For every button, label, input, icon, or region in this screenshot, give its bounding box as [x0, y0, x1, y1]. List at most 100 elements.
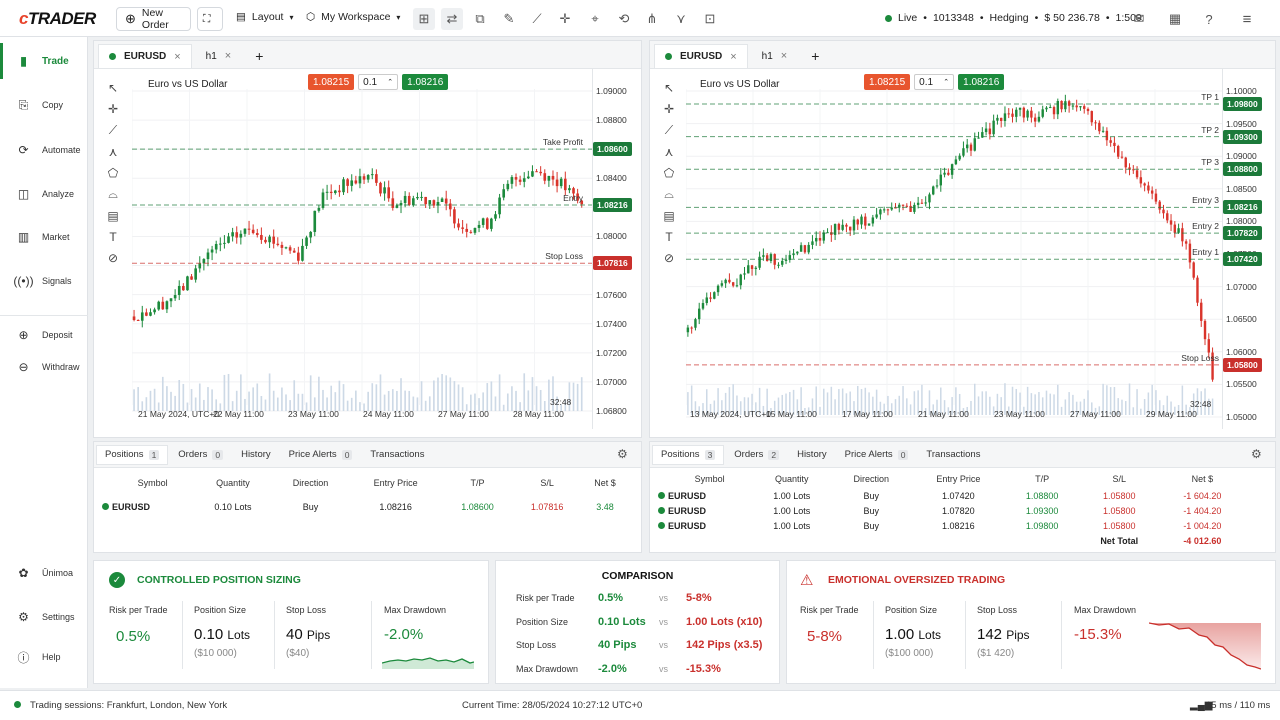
new-order-button[interactable]: ⊕ New Order — [116, 7, 191, 31]
tab-price-alerts[interactable]: Price Alerts 0 — [281, 445, 361, 465]
column-header[interactable]: Quantity — [216, 478, 250, 488]
hide-icon[interactable]: ⊘ — [107, 251, 119, 265]
sidebar-item-withdraw[interactable]: ⊖ Withdraw — [18, 360, 80, 374]
column-header[interactable]: Symbol — [137, 478, 168, 488]
add-tab-button[interactable]: + — [245, 44, 274, 68]
tab-eurusd[interactable]: EURUSD × — [98, 44, 192, 68]
sell-price-button[interactable]: 1.08215 — [864, 74, 911, 90]
volume-bar — [796, 399, 799, 415]
draw-line-icon[interactable]: ⟋ — [532, 11, 542, 26]
sidebar-item-trade[interactable]: ▮ Trade — [0, 43, 88, 79]
calendar-icon[interactable]: ▦ — [1168, 11, 1182, 26]
column-header[interactable]: Entry Price — [936, 474, 981, 484]
trend-icon[interactable]: ⋎ — [676, 11, 686, 26]
notes-icon[interactable]: ▤ — [663, 209, 675, 223]
crosshair-icon[interactable]: ✛ — [559, 11, 571, 26]
quantity-stepper[interactable]: 0.1 ⌃ — [358, 74, 399, 90]
chart-settings-icon[interactable]: ⧉ — [475, 11, 485, 26]
tab-price-alerts[interactable]: Price Alerts 0 — [837, 445, 917, 465]
fork-icon[interactable]: ⋏ — [664, 145, 674, 159]
settings-icon[interactable]: ⚙ — [1251, 447, 1262, 461]
column-header[interactable]: Direction — [292, 478, 329, 488]
tab-transactions[interactable]: Transactions — [926, 449, 981, 460]
sidebar-item-help[interactable]: ⓘ Help — [17, 650, 61, 665]
right-price-chart[interactable] — [686, 89, 1222, 419]
column-header[interactable]: Symbol — [694, 474, 725, 484]
screen-layout-button[interactable]: ⛶ — [197, 7, 223, 31]
trendline-icon[interactable]: ⟋ — [664, 123, 674, 137]
tab-history[interactable]: History — [241, 449, 271, 460]
settings-icon[interactable]: ⚙ — [617, 447, 628, 461]
close-icon[interactable]: × — [730, 50, 737, 63]
tab-history[interactable]: History — [797, 449, 827, 460]
close-icon[interactable]: × — [174, 50, 181, 63]
tab-positions[interactable]: Positions 1 — [96, 444, 169, 465]
tab-eurusd[interactable]: EURUSD × — [654, 44, 748, 68]
tab-h1[interactable]: h1 × — [195, 44, 242, 68]
ctrader-logo[interactable]: cTRADER — [19, 9, 96, 28]
eye-icon[interactable]: ⌓ — [108, 187, 118, 201]
sidebar-item-automate[interactable]: ⟳ Automate — [18, 143, 81, 157]
sidebar-item-settings[interactable]: ⚙ Settings — [18, 610, 75, 624]
sell-price-button[interactable]: 1.08215 — [308, 74, 355, 90]
notes-icon[interactable]: ▤ — [107, 209, 119, 223]
sidebar-item-unimoa[interactable]: ✿ Ūnimoa — [18, 566, 74, 580]
quantity-stepper[interactable]: 0.1 ⌃ — [914, 74, 955, 90]
account-info[interactable]: Live • 1013348 • Hedging • $ 50 236.78 •… — [885, 12, 1142, 24]
column-header[interactable]: T/P — [470, 478, 485, 488]
screenshot-capture-icon[interactable]: ⊡ — [704, 11, 716, 26]
help-icon[interactable]: ? — [1205, 11, 1213, 27]
table-row[interactable]: EURUSD 0.10 Lots Buy 1.08216 1.08600 1.07816 3… — [98, 494, 628, 520]
layout-dropdown[interactable]: ▤ Layout ▾ — [236, 11, 294, 23]
column-header[interactable]: Quantity — [775, 474, 809, 484]
sidebar-item-copy[interactable]: ⎘ Copy — [18, 97, 64, 112]
tab-transactions[interactable]: Transactions — [370, 449, 425, 460]
sidebar-item-analyze[interactable]: ◫ Analyze — [17, 187, 75, 201]
sidebar-item-signals[interactable]: ((•)) Signals — [13, 274, 72, 288]
hide-icon[interactable]: ⊘ — [663, 251, 675, 265]
text-icon[interactable]: T — [109, 230, 117, 244]
close-icon[interactable]: × — [224, 50, 232, 62]
position-status-dot — [101, 503, 109, 510]
column-header[interactable]: S/L — [1112, 474, 1126, 484]
add-tab-button[interactable]: + — [801, 44, 830, 68]
column-header[interactable]: Net $ — [594, 478, 616, 488]
crosshair-icon[interactable]: ✛ — [107, 102, 119, 116]
table-row[interactable]: EURUSD 1.00 Lots Buy 1.07420 1.08800 1.05800 -… — [654, 488, 1244, 503]
column-header[interactable]: Entry Price — [373, 478, 418, 488]
text-icon[interactable]: T — [665, 230, 673, 244]
table-row[interactable]: EURUSD 1.00 Lots Buy 1.07820 1.09300 1.05800 -… — [654, 503, 1244, 518]
tab-positions[interactable]: Positions 3 — [652, 444, 725, 465]
column-header[interactable]: Direction — [853, 474, 889, 484]
tab-orders[interactable]: Orders 2 — [726, 445, 787, 465]
eye-icon[interactable]: ⌓ — [664, 187, 674, 201]
cursor-icon[interactable]: ↖ — [663, 81, 675, 95]
buy-price-button[interactable]: 1.08216 — [402, 74, 449, 90]
shape-icon[interactable]: ⬠ — [107, 166, 119, 180]
column-header[interactable]: Net $ — [1191, 474, 1214, 484]
left-price-chart[interactable] — [132, 89, 592, 419]
sidebar-item-market[interactable]: ▥ Market — [17, 230, 70, 244]
alert-icon[interactable]: ⌖ — [591, 11, 599, 26]
sync-charts-icon[interactable]: ⇄ — [441, 8, 463, 30]
trendline-icon[interactable]: ⟋ — [108, 123, 118, 137]
menu-icon[interactable]: ≡ — [1242, 10, 1252, 28]
indicators-icon[interactable]: ⋔ — [646, 11, 658, 26]
cursor-icon[interactable]: ↖ — [107, 81, 119, 95]
sidebar-item-deposit[interactable]: ⊕ Deposit — [18, 328, 73, 342]
workspace-dropdown[interactable]: ⬡ My Workspace ▾ — [306, 11, 401, 23]
shape-icon[interactable]: ⬠ — [663, 166, 675, 180]
history-icon[interactable]: ⟲ — [618, 11, 630, 26]
tab-h1[interactable]: h1 × — [751, 44, 798, 68]
chart-grid-icon[interactable]: ⊞ — [413, 8, 435, 30]
tab-orders[interactable]: Orders 0 — [170, 445, 231, 465]
fork-icon[interactable]: ⋏ — [108, 145, 118, 159]
table-row[interactable]: EURUSD 1.00 Lots Buy 1.08216 1.09800 1.05800 -… — [654, 518, 1244, 533]
column-header[interactable]: S/L — [540, 478, 554, 488]
mail-icon[interactable]: ✉ — [1133, 11, 1145, 26]
column-header[interactable]: T/P — [1035, 474, 1050, 484]
buy-price-button[interactable]: 1.08216 — [958, 74, 1005, 90]
pencil-icon[interactable]: ✎ — [503, 11, 515, 26]
crosshair-icon[interactable]: ✛ — [663, 102, 675, 116]
close-icon[interactable]: × — [780, 50, 788, 62]
